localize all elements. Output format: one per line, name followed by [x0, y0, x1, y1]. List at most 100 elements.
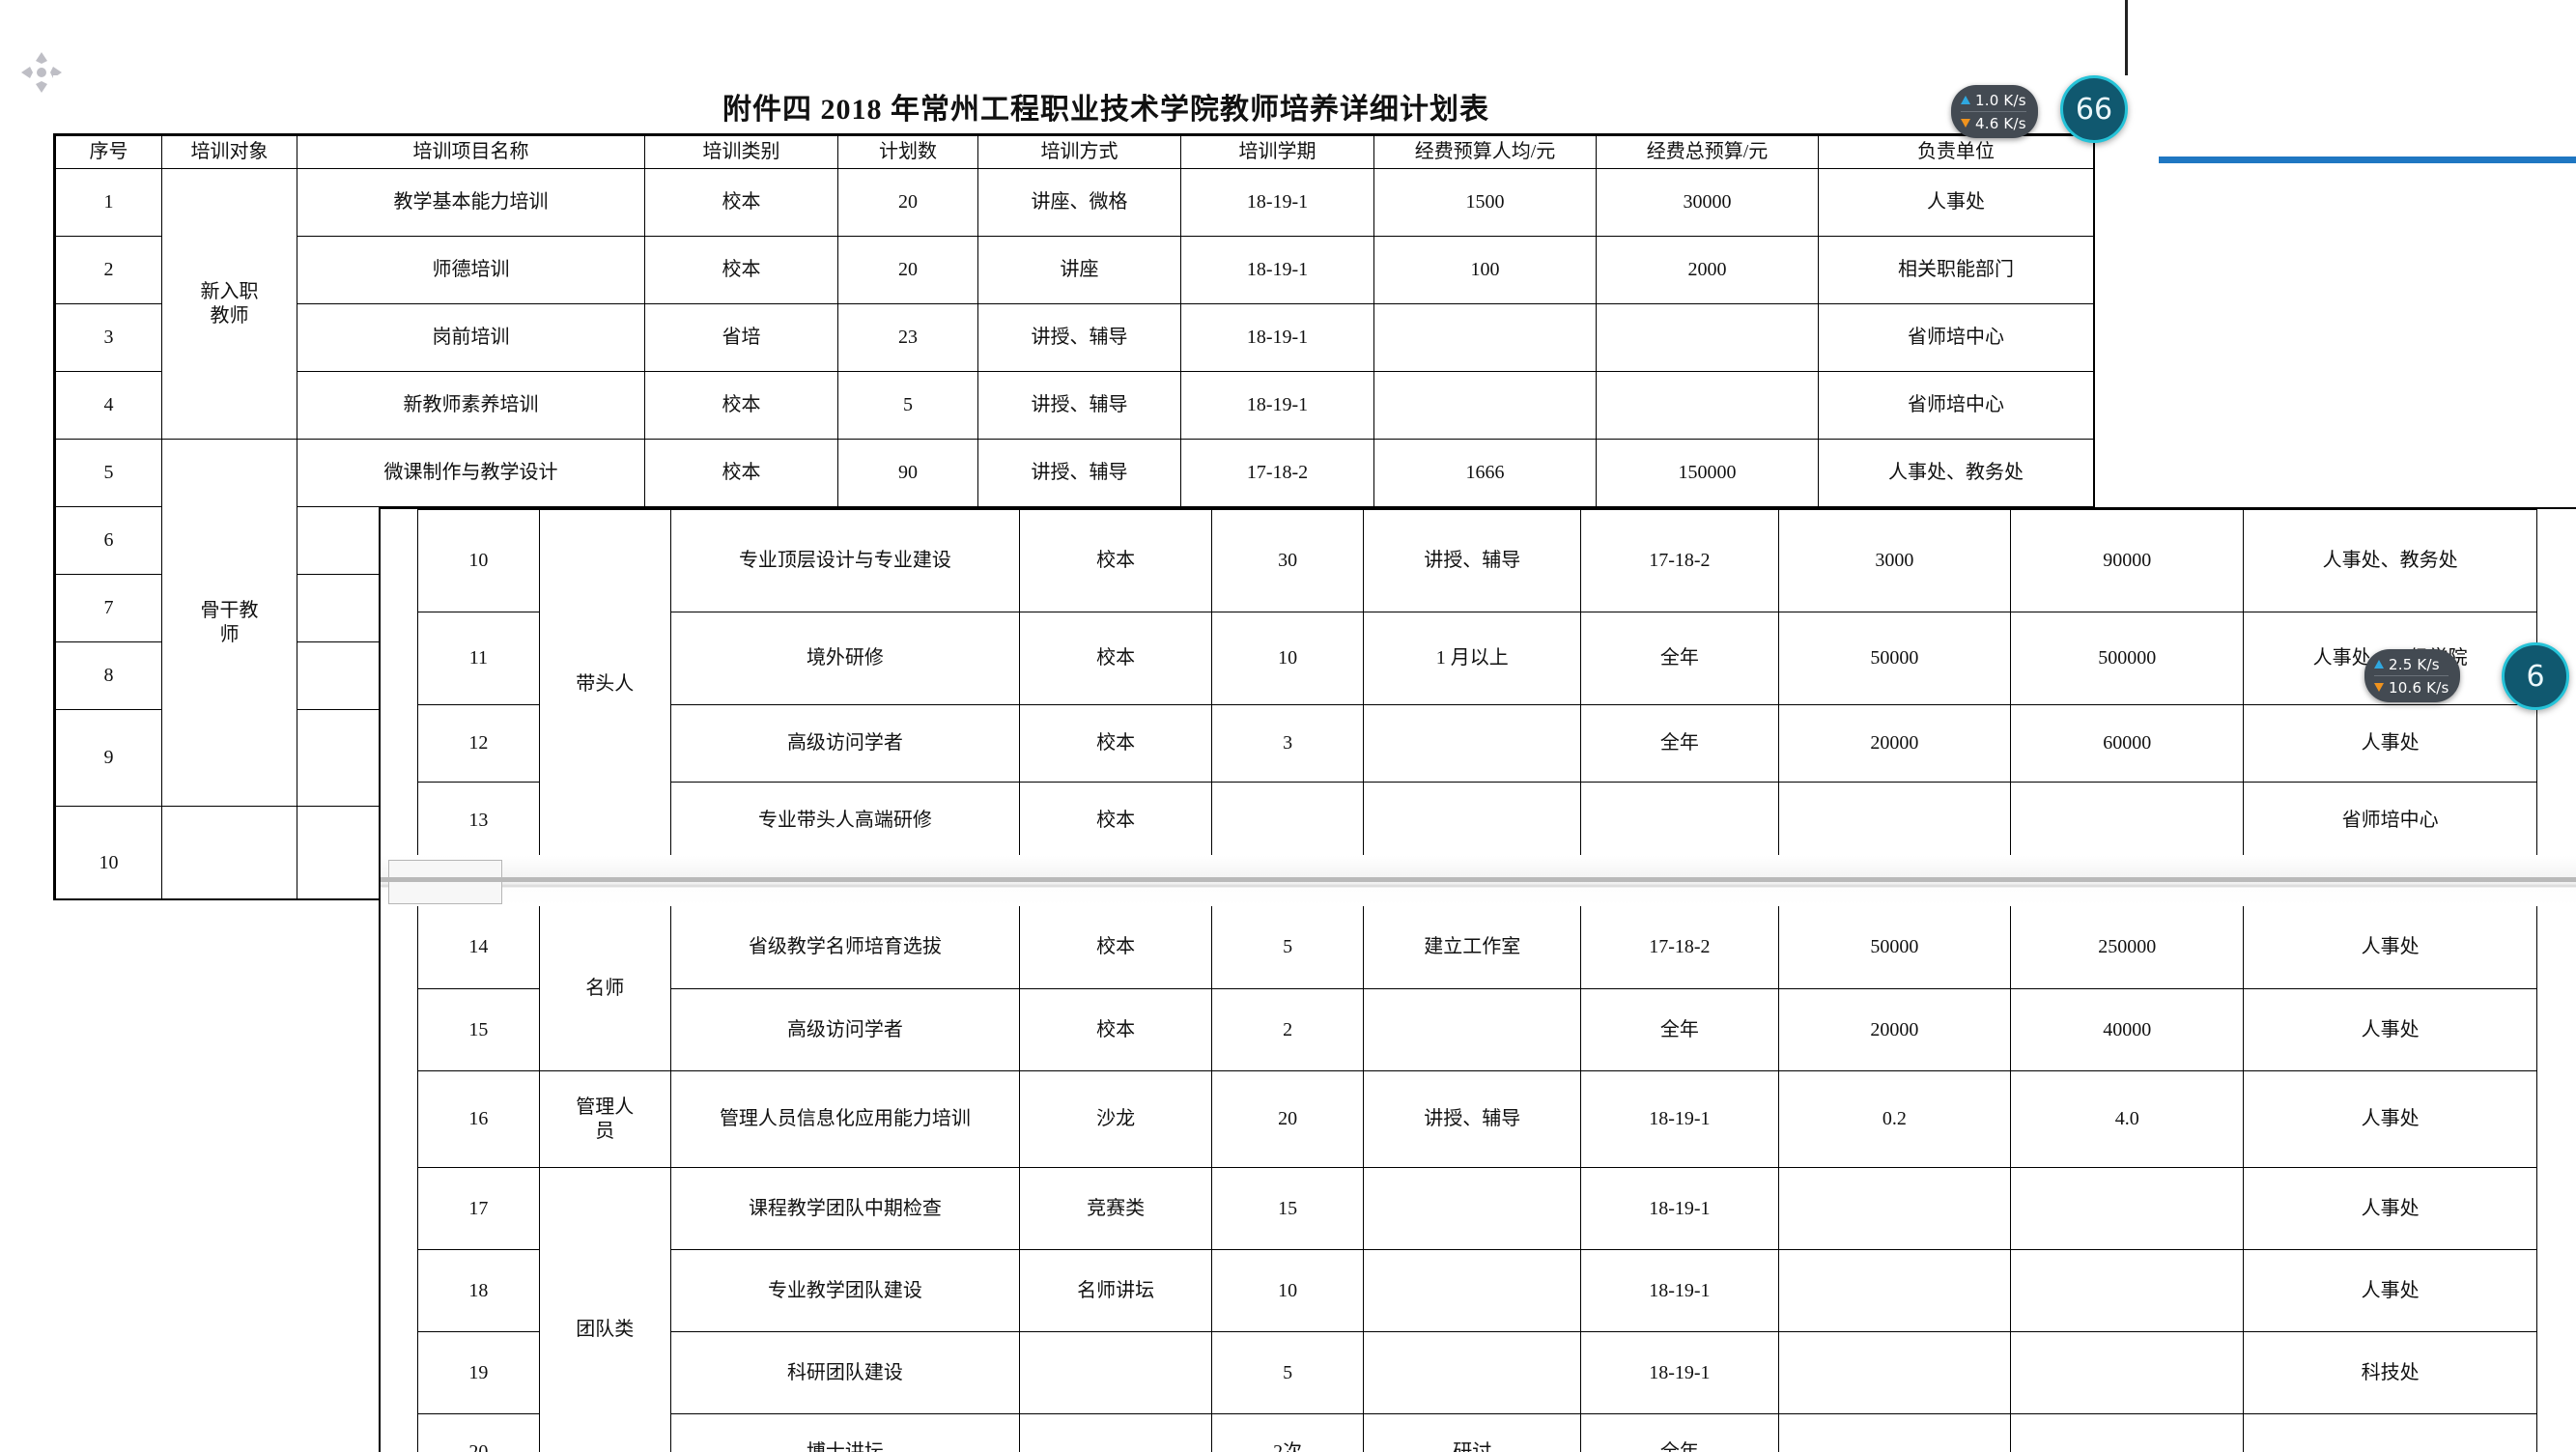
cell-total	[2011, 1414, 2244, 1452]
cell-owner: 人事处	[1819, 169, 2094, 237]
table-header-row: 序号 培训对象 培训项目名称 培训类别 计划数 培训方式 培训学期 经费预算人均…	[56, 136, 2094, 169]
cell-per: 0.2	[1778, 1071, 2011, 1168]
table-row: 10 带头人 专业顶层设计与专业建设 校本 30 讲授、辅导 17-18-2 3…	[418, 510, 2537, 612]
upload-speed-value: 2.5 K/s	[2389, 656, 2440, 673]
cell-no: 13	[418, 783, 540, 858]
cell-project: 高级访问学者	[670, 705, 1019, 783]
download-arrow-icon	[1961, 119, 1970, 128]
cell-method	[1364, 1168, 1581, 1250]
cell-term: 全年	[1581, 612, 1778, 705]
col-header-per: 经费预算人均/元	[1374, 136, 1597, 169]
cell-category: 校本	[1020, 783, 1212, 858]
cell-no: 6	[56, 507, 162, 575]
cell-no: 8	[56, 642, 162, 710]
split-thumb[interactable]	[388, 860, 502, 904]
cell-method: 讲授、辅导	[1364, 1071, 1581, 1168]
cell-plan: 23	[838, 304, 978, 372]
cell-method: 1 月以上	[1364, 612, 1581, 705]
cell-term: 18-19-1	[1581, 1250, 1778, 1332]
speed-ring-badge-top[interactable]: 66	[2060, 75, 2128, 143]
horizontal-split-scrollbar[interactable]	[381, 855, 2576, 906]
network-speed-badge-top[interactable]: 1.0 K/s 4.6 K/s	[1951, 85, 2038, 138]
cell-per	[1374, 372, 1597, 440]
cell-no: 14	[418, 906, 540, 989]
download-speed-row: 4.6 K/s	[1961, 113, 2026, 133]
cell-term: 18-19-1	[1581, 1071, 1778, 1168]
col-header-plan: 计划数	[838, 136, 978, 169]
col-header-method: 培训方式	[978, 136, 1181, 169]
cell-project: 科研团队建设	[670, 1332, 1019, 1414]
front-lower-pane[interactable]: 14 名师 省级教学名师培育选拔 校本 5 建立工作室 17-18-2 5000…	[381, 905, 2576, 1452]
cell-method	[1364, 783, 1581, 858]
cell-category: 省培	[645, 304, 838, 372]
cell-category: 校本	[1020, 906, 1212, 989]
col-header-no: 序号	[56, 136, 162, 169]
cell-total: 150000	[1597, 440, 1819, 507]
cell-plan: 20	[838, 237, 978, 304]
split-bar-track[interactable]	[381, 877, 2576, 882]
cell-owner: 科技处	[2244, 1332, 2537, 1414]
cell-owner: 人事处	[2244, 705, 2537, 783]
cell-plan: 30	[1212, 510, 1364, 612]
cell-per: 3000	[1778, 510, 2011, 612]
cell-term: 18-19-1	[1581, 1332, 1778, 1414]
cell-category: 校本	[1020, 705, 1212, 783]
cell-no: 19	[418, 1332, 540, 1414]
table-row: 5 骨干教 师 微课制作与教学设计 校本 90 讲授、辅导 17-18-2 16…	[56, 440, 2094, 507]
cell-per: 100	[1374, 237, 1597, 304]
cell-total: 30000	[1597, 169, 1819, 237]
cell-owner	[2244, 1414, 2537, 1452]
col-header-term: 培训学期	[1181, 136, 1374, 169]
cell-project: 管理人员信息化应用能力培训	[670, 1071, 1019, 1168]
cell-target-group-team: 团队类	[539, 1168, 670, 1452]
cell-total: 500000	[2011, 612, 2244, 705]
cell-plan: 10	[1212, 1250, 1364, 1332]
col-header-project: 培训项目名称	[297, 136, 645, 169]
cell-category: 校本	[645, 169, 838, 237]
table-row: 16 管理人 员 管理人员信息化应用能力培训 沙龙 20 讲授、辅导 18-19…	[418, 1071, 2537, 1168]
cell-total: 40000	[2011, 989, 2244, 1071]
cell-method: 讲授、辅导	[1364, 510, 1581, 612]
network-speed-badge-mid[interactable]: 2.5 K/s 10.6 K/s	[2364, 649, 2460, 702]
cell-plan	[1212, 783, 1364, 858]
cell-total	[2011, 783, 2244, 858]
cell-plan: 20	[838, 169, 978, 237]
cell-owner: 人事处	[2244, 989, 2537, 1071]
upload-arrow-icon	[1961, 96, 1970, 104]
cell-per	[1778, 1332, 2011, 1414]
upload-speed-value: 1.0 K/s	[1975, 92, 2026, 109]
cell-term: 17-18-2	[1581, 906, 1778, 989]
upload-arrow-icon	[2374, 660, 2384, 669]
cell-no: 17	[418, 1168, 540, 1250]
speed-ring-badge-mid[interactable]: 6	[2502, 642, 2569, 710]
cell-owner: 人事处	[2244, 1071, 2537, 1168]
cell-plan: 5	[1212, 906, 1364, 989]
cell-total: 90000	[2011, 510, 2244, 612]
cell-project: 课程教学团队中期检查	[670, 1168, 1019, 1250]
front-document-window[interactable]: 教师数 10 带头人 专业顶层设计与专业建设 校本 30 讲授、辅导 17-18…	[379, 507, 2576, 1452]
blue-accent-rule	[2130, 157, 2576, 163]
cell-term: 18-19-1	[1581, 1168, 1778, 1250]
cell-no: 9	[56, 710, 162, 807]
cell-project: 高级访问学者	[670, 989, 1019, 1071]
cell-total	[1597, 304, 1819, 372]
cell-no: 12	[418, 705, 540, 783]
table-row: 11 境外研修 校本 10 1 月以上 全年 50000 500000 人事处、…	[418, 612, 2537, 705]
cell-no: 20	[418, 1414, 540, 1452]
col-header-category: 培训类别	[645, 136, 838, 169]
cell-category: 校本	[1020, 510, 1212, 612]
cell-method	[1364, 1250, 1581, 1332]
cell-plan: 10	[1212, 612, 1364, 705]
col-header-target: 培训对象	[162, 136, 297, 169]
cell-per: 20000	[1778, 989, 2011, 1071]
table-row: 20 博士讲坛 2次 研讨 全年	[418, 1414, 2537, 1452]
cell-term: 18-19-1	[1181, 237, 1374, 304]
speed-divider	[2374, 675, 2449, 676]
cell-term: 全年	[1581, 1414, 1778, 1452]
front-upper-pane[interactable]: 教师数 10 带头人 专业顶层设计与专业建设 校本 30 讲授、辅导 17-18…	[381, 509, 2576, 857]
cell-owner: 省师培中心	[1819, 304, 2094, 372]
cell-project: 新教师素养培训	[297, 372, 645, 440]
cell-term: 全年	[1581, 705, 1778, 783]
cell-plan: 20	[1212, 1071, 1364, 1168]
cell-plan: 2次	[1212, 1414, 1364, 1452]
